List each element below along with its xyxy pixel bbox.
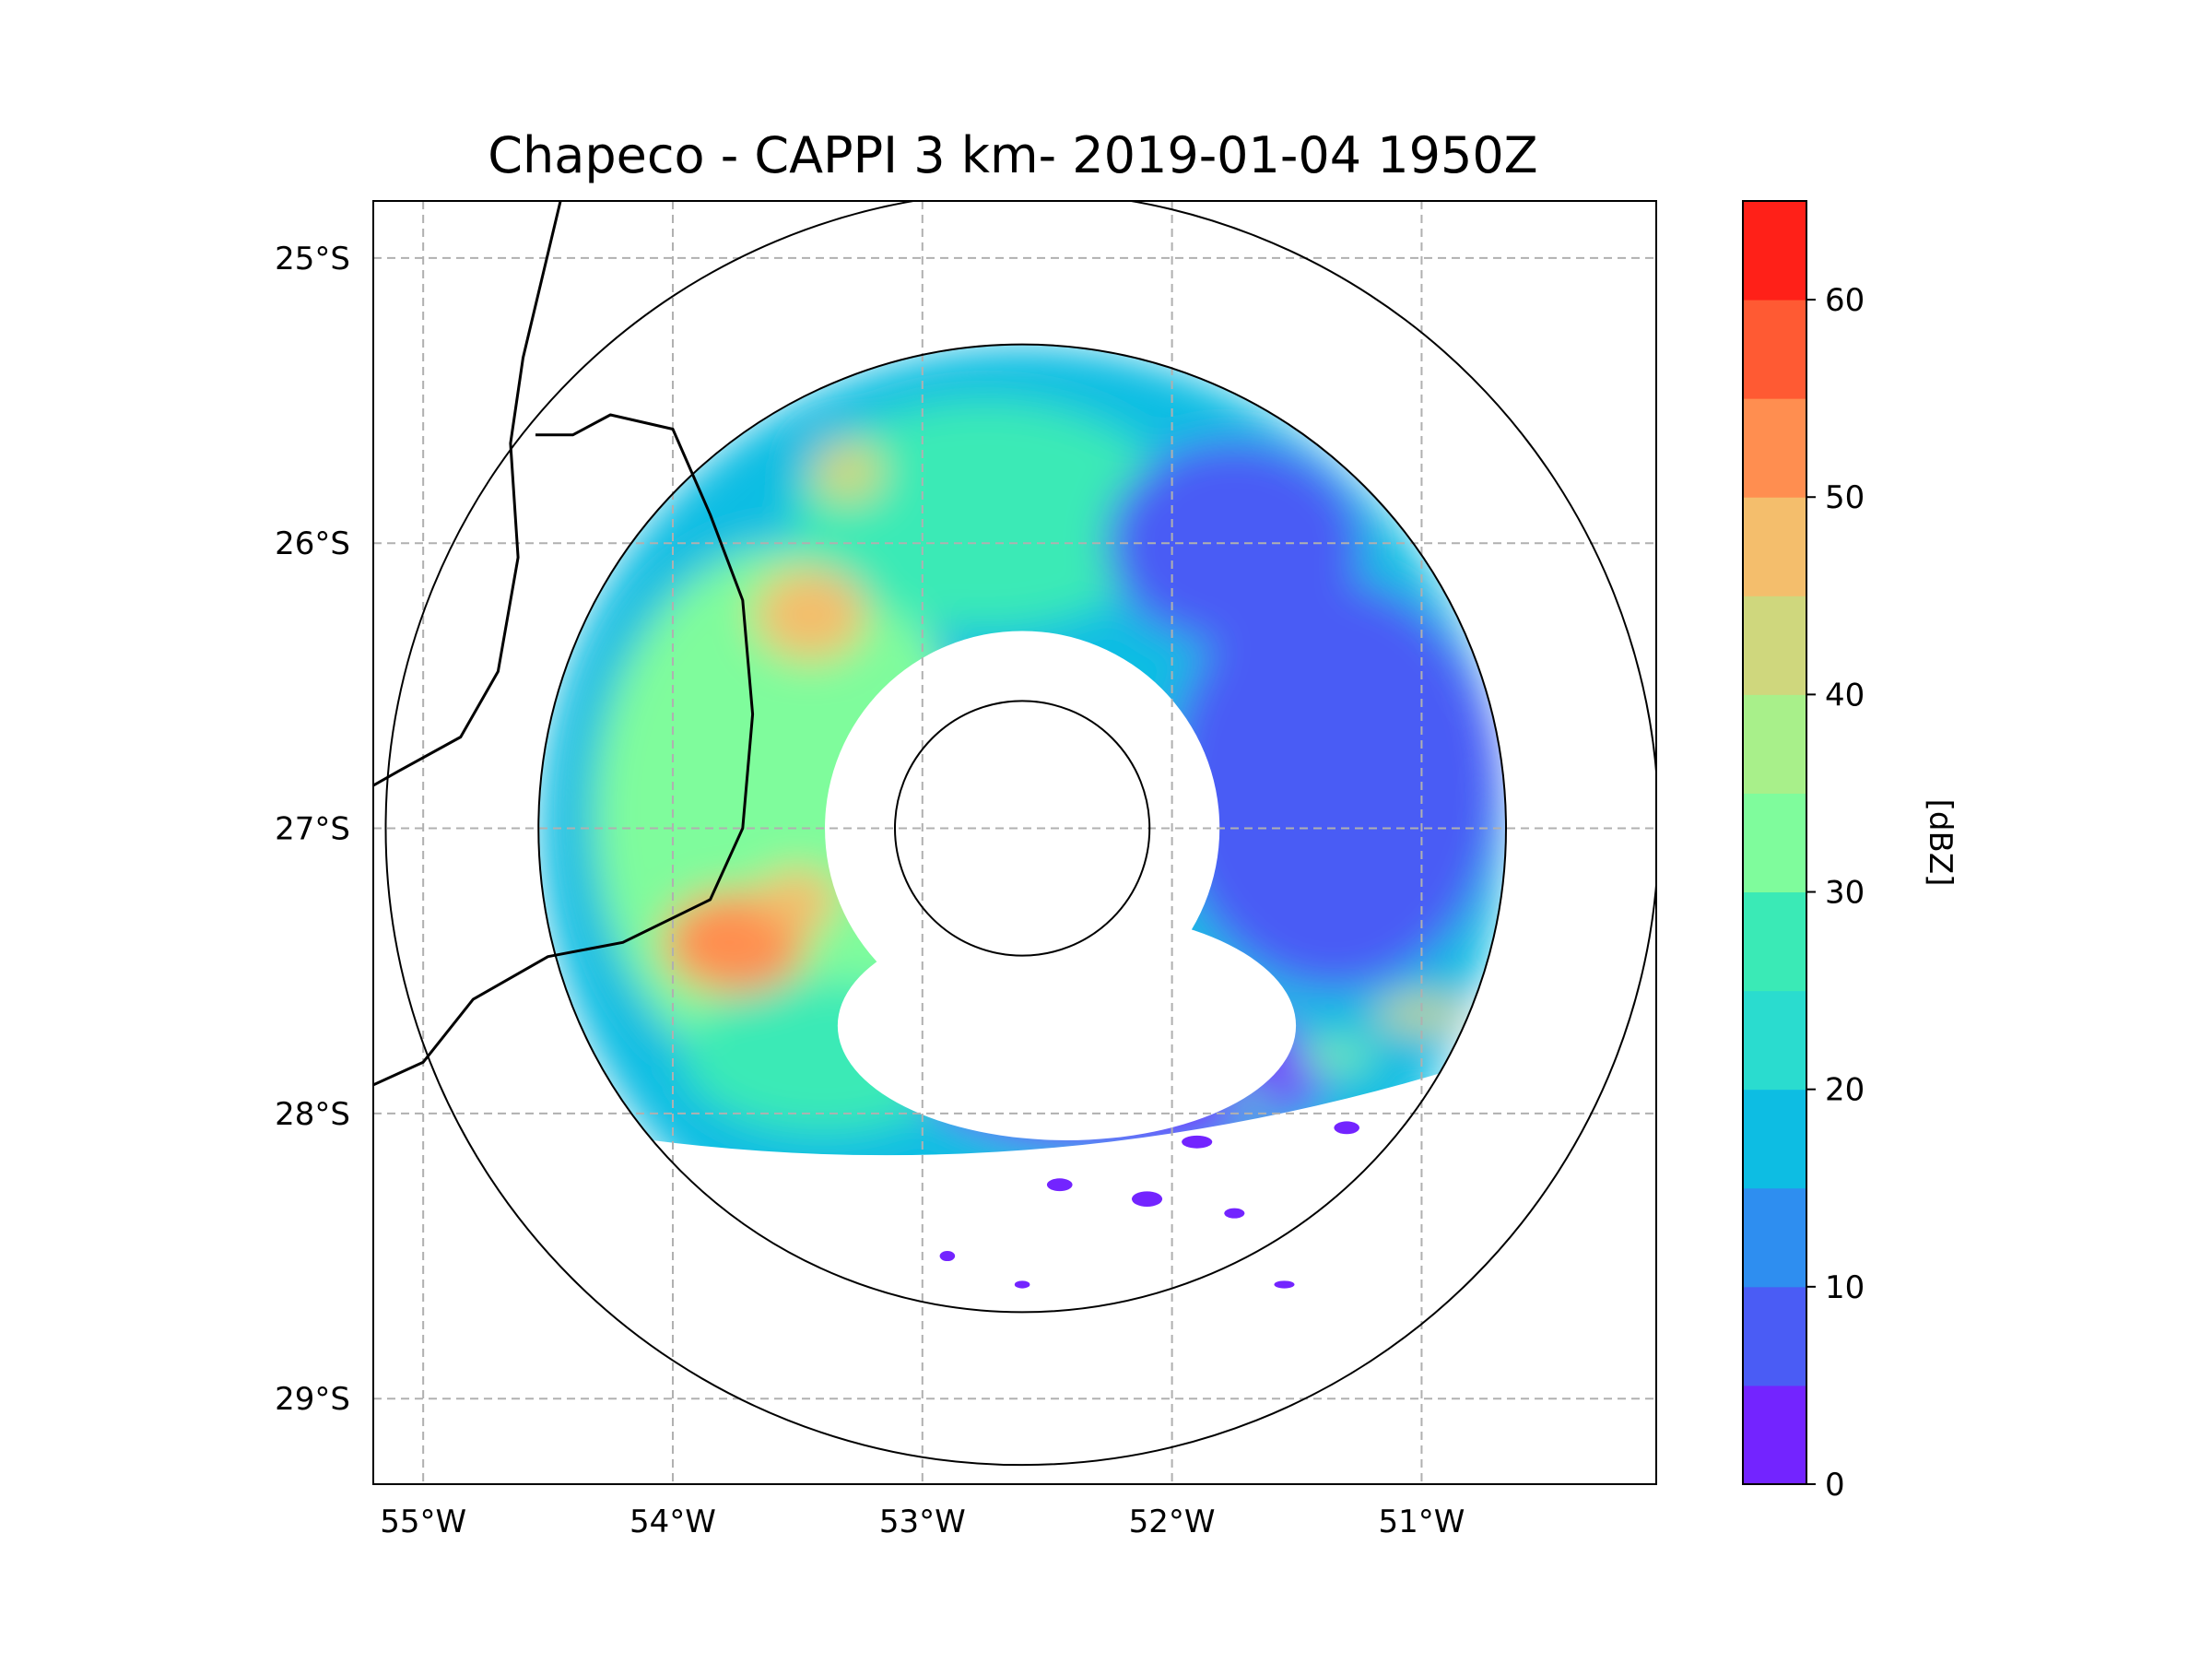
range-rings [384,201,1656,1466]
colorbar-swatch [1743,1286,1806,1386]
colorbar-swatch [1743,398,1806,498]
colorbar-swatch [1743,497,1806,596]
echo-line-southeast-2 [1293,1044,1375,1069]
colorbar-swatch [1743,201,1806,301]
echo-northern-stratiform [794,399,1176,630]
y-tick-label: 29°S [275,1381,350,1418]
light-echo-speck [1046,1178,1073,1192]
range-ring [384,201,1656,1466]
y-tick-label: 26°S [275,525,350,562]
colorbar-tick-label: 60 [1825,282,1865,319]
x-tick-label: 54°W [629,1504,716,1540]
light-echo-speck [1182,1135,1213,1149]
light-echo-speck [1131,1191,1163,1207]
boundary-state-border-uruguay-river [373,413,755,1087]
range-ring [537,343,1508,1314]
colorbar-swatch [1743,1089,1806,1189]
no-echo-mask [538,631,1507,1313]
longitude-axis: 55°W 54°W 53°W 52°W 51°W [380,1504,1465,1540]
echo-cell-southwest-2 [757,868,839,931]
range-ring [893,700,1151,957]
colorbar-swatch [1743,891,1806,992]
colorbar-swatch [1743,1187,1806,1288]
x-tick-label: 53°W [879,1504,966,1540]
colorbar-swatch [1743,596,1806,695]
light-echo-speck [1224,1208,1245,1219]
colorbar-swatch [1743,300,1806,399]
y-tick-label: 27°S [275,811,350,848]
colorbar-ticks: 0 10 20 30 40 50 60 [1806,282,1865,1504]
colorbar-swatch [1743,990,1806,1091]
map-frame [372,200,1657,1485]
light-echo-speck [939,1251,956,1262]
colorbar-swatch [1743,793,1806,893]
colorbar-swatch [1743,694,1806,794]
graticule [373,201,1656,1484]
colorbar [1743,201,1806,1485]
colorbar-tick-label: 0 [1825,1467,1845,1504]
echo-line-southeast [1375,998,1468,1030]
x-tick-label: 52°W [1129,1504,1216,1540]
x-tick-label: 55°W [380,1504,466,1540]
colorbar-tick-label: 50 [1825,479,1865,516]
colorbar-frame [1742,200,1807,1485]
colorbar-tick-label: 10 [1825,1269,1865,1306]
y-tick-label: 28°S [275,1096,350,1133]
map-area [373,201,1656,1484]
echo-cell-northwest [754,568,866,661]
chart-title: Chapeco - CAPPI 3 km- 2019-01-04 1950Z [488,126,1537,184]
y-tick-label: 25°S [275,241,350,277]
x-tick-label: 51°W [1378,1504,1465,1540]
colorbar-tick-label: 20 [1825,1072,1865,1109]
light-echo-speck [1014,1280,1030,1289]
light-echo-speck [1334,1121,1359,1135]
echo-east-light-echoes [1169,582,1500,990]
south-no-echo-region [538,1060,1507,1313]
colorbar-tick-label: 40 [1825,677,1865,714]
colorbar-tick-label: 30 [1825,875,1865,912]
latitude-axis: 25°S 26°S 27°S 28°S 29°S [275,241,350,1418]
light-echo-speck [1274,1280,1295,1289]
colorbar-swatch [1743,1385,1806,1485]
colorbar-label: [dBZ] [1922,799,1959,887]
south-clear-arc [837,911,1297,1140]
echo-cell-north [811,441,884,503]
boundary-international-border [373,201,562,787]
political-boundaries [373,201,755,1087]
